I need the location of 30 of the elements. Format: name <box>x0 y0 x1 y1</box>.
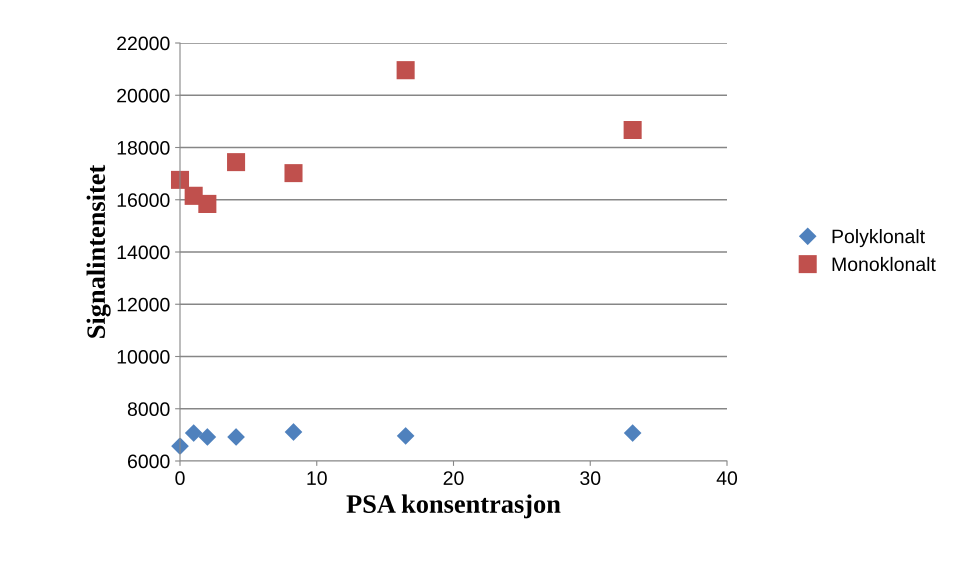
y-axis-title: Signalintensitet <box>86 164 111 338</box>
point <box>170 170 190 189</box>
point <box>227 153 246 172</box>
point <box>624 120 642 140</box>
y-tick-label: 10000 <box>118 350 170 364</box>
point <box>397 427 414 444</box>
point <box>624 424 642 442</box>
y-tick-label: 12000 <box>118 298 170 312</box>
y-tick-label: 14000 <box>118 245 170 260</box>
y-tick-label: 22000 <box>117 36 170 50</box>
point <box>198 194 216 213</box>
x-axis-title: PSA konsentrasjon <box>346 494 561 518</box>
point <box>284 423 302 441</box>
legend-label: Monoklonalt <box>832 256 936 272</box>
x-tick-label: 20 <box>444 471 464 486</box>
y-tick-label: 18000 <box>118 140 170 155</box>
point <box>396 61 415 80</box>
x-tick-label: 40 <box>716 471 738 486</box>
y-tick-label: 8000 <box>128 402 170 416</box>
x-tick-label: 10 <box>307 471 327 486</box>
x-tick-label: 30 <box>580 471 600 486</box>
point <box>284 164 303 182</box>
legend-label: Polyklonalt <box>832 229 925 248</box>
y-tick-label: 16000 <box>118 193 170 207</box>
y-tick-label: 6000 <box>128 454 170 468</box>
x-tick-label: 0 <box>175 471 185 486</box>
point <box>185 424 202 442</box>
point <box>198 428 216 446</box>
y-tick-label: 20000 <box>117 88 170 102</box>
point <box>228 428 245 446</box>
